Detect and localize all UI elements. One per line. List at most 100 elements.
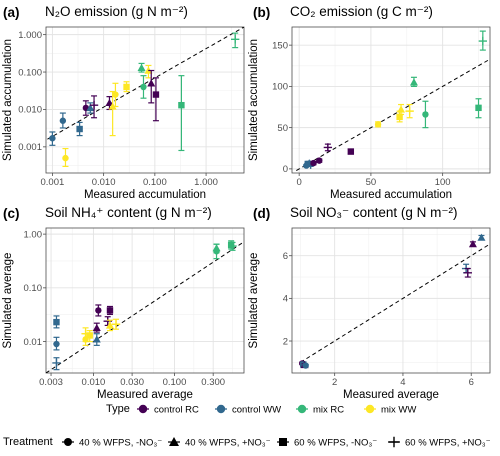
y-tick-label: 0.10: [24, 283, 43, 294]
panel-label: (b): [253, 5, 270, 20]
panel-label: (c): [3, 206, 20, 221]
legend-item: 60 % WFPS, -NO₃⁻: [277, 438, 377, 449]
panel-title: CO₂ emission (g C m⁻²): [290, 4, 433, 19]
data-point: [147, 79, 156, 87]
x-tick-label: 0.003: [39, 377, 63, 388]
data-point: [178, 101, 185, 109]
data-point: [468, 239, 477, 248]
y-tick-label: 0.001: [18, 142, 42, 153]
data-point: [478, 36, 487, 46]
y-tick-label: 2: [283, 336, 288, 347]
y-tick-label: 0: [283, 164, 288, 175]
data-point: [140, 83, 147, 91]
y-tick-label: 1.00: [24, 229, 43, 240]
panel-border: [291, 227, 491, 374]
x-axis-label: Measured accumulation: [330, 189, 452, 201]
data-point: [231, 35, 240, 44]
data-point: [409, 78, 418, 86]
data-point: [396, 113, 403, 121]
data-point: [212, 244, 221, 252]
panel-b: 0 50 100 0 50 100 150 (b) CO₂ emission (g C m⁻²)…: [248, 4, 491, 201]
legend-item: 40 % WFPS, +NO₃⁻: [168, 437, 271, 449]
y-tick-label: 100: [272, 82, 288, 93]
data-point: [112, 91, 119, 98]
error-bar: [178, 75, 185, 152]
data-point: [347, 148, 355, 155]
data-point: [422, 111, 429, 118]
data-point: [49, 135, 56, 142]
x-tick-label: 0: [297, 177, 302, 188]
data-point: [152, 91, 160, 98]
x-tick-label: 1.000: [194, 177, 218, 188]
data-point: [405, 106, 414, 116]
legend-title: Type: [106, 403, 130, 415]
legend-swatch: [388, 436, 400, 448]
data-point: [76, 125, 83, 133]
legend-swatch: [138, 404, 148, 414]
panel-title: N₂O emission (g N m⁻²): [45, 4, 188, 19]
grid: [46, 27, 244, 173]
y-axis-label: Simulated accumulation: [2, 39, 14, 161]
x-axis-label: Measured accumulation: [84, 189, 206, 201]
y-tick-label: 50: [277, 123, 288, 134]
grid: [292, 27, 490, 173]
data-point: [302, 362, 309, 369]
x-axis-label: Measured average: [97, 389, 193, 401]
data-point: [105, 321, 114, 329]
error-bar: [148, 69, 155, 104]
panel-a: 0.001 0.010 0.100 1.000 0.001 0.010 0.100 1.000…: [2, 4, 245, 201]
legend-title: Treatment: [3, 436, 53, 448]
data-point: [477, 233, 486, 241]
one-to-one-line: [300, 243, 490, 363]
legend-swatch: [216, 404, 226, 414]
legend-item: 40 % WFPS, -NO₃⁻: [62, 438, 162, 449]
legend-item: mix RC: [296, 405, 344, 416]
data-points: [303, 30, 487, 169]
y-tick-label: 0.01: [24, 337, 43, 348]
data-point: [89, 101, 99, 110]
legend-label: 60 % WFPS, -NO₃⁻: [294, 438, 377, 449]
data-point: [227, 241, 235, 249]
one-to-one-line: [46, 241, 244, 373]
data-points: [52, 240, 237, 371]
panel-border: [45, 227, 245, 374]
data-point: [53, 318, 60, 326]
panel-border: [45, 26, 245, 174]
legend-label: mix RC: [313, 405, 344, 416]
x-tick-label: 0.010: [82, 377, 106, 388]
y-tick-label: 0.100: [18, 67, 42, 78]
x-tick-label: 2: [332, 377, 337, 388]
panel-label: (d): [253, 206, 270, 221]
y-tick-label: 1.000: [18, 30, 42, 41]
y-axis-label: Simulated average: [2, 253, 14, 349]
data-point: [92, 323, 101, 332]
legend-swatch: [64, 438, 72, 446]
data-point: [52, 358, 61, 368]
legend: Type control RC control WW mix RC mix WW Trea…: [3, 403, 491, 449]
data-point: [86, 332, 93, 339]
legend-swatch: [169, 437, 179, 446]
data-point: [475, 104, 482, 112]
legend-swatch: [297, 404, 307, 414]
y-axis-label: Simulated average: [248, 253, 260, 349]
data-point: [106, 307, 114, 314]
x-tick-label: 0.010: [92, 177, 116, 188]
x-tick-label: 0.100: [143, 177, 167, 188]
legend-label: control RC: [154, 405, 199, 416]
legend-label: 40 % WFPS, -NO₃⁻: [79, 438, 162, 449]
panels: 0.001 0.010 0.100 1.0000.0010.0100.1001.000…: [2, 4, 491, 401]
data-point: [323, 143, 333, 152]
legend-treatment: Treatment 40 % WFPS, -NO₃⁻ 40 % WFPS, +NO₃…: [3, 436, 491, 449]
data-point: [62, 154, 69, 162]
data-point: [137, 63, 146, 71]
data-points: [49, 32, 240, 168]
y-tick-label: 4: [283, 294, 288, 305]
panel-label: (a): [3, 5, 20, 20]
data-points: [299, 233, 486, 369]
error-bar: [152, 77, 159, 122]
y-axis-label: Simulated accumulation: [248, 39, 260, 161]
data-point: [111, 320, 121, 329]
panel-border: [291, 26, 491, 174]
grid: [292, 228, 490, 373]
data-point: [92, 335, 101, 343]
